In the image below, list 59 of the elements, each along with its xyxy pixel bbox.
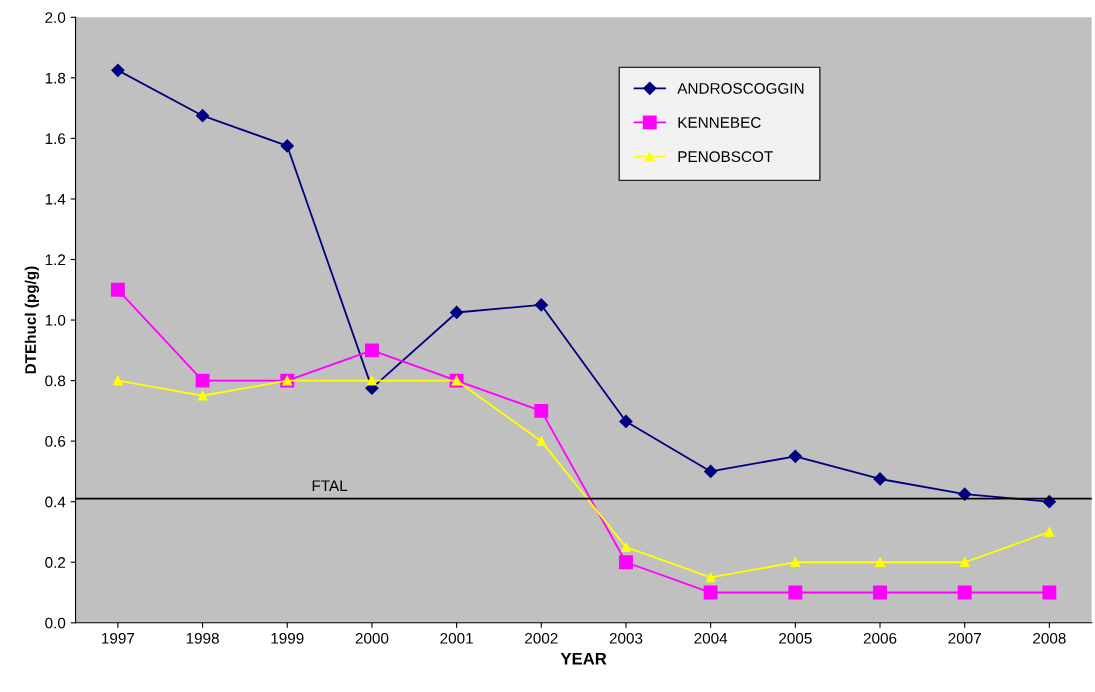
y-axis-title: DTEhucl (pg/g) — [24, 266, 40, 374]
point — [621, 542, 631, 552]
y-tick-label: 1.2 — [45, 254, 66, 266]
point — [534, 298, 548, 312]
x-tick-label: 2008 — [1033, 632, 1066, 644]
point — [110, 282, 125, 297]
y-tick-label: 0.2 — [45, 557, 66, 568]
x-tick-label: 2001 — [440, 632, 473, 644]
point — [790, 557, 801, 568]
legend-label: ANDROSCOGGIN — [677, 83, 804, 94]
point — [450, 305, 464, 320]
legend-label: PENOBSCOT — [678, 151, 773, 163]
x-tick-label: 1997 — [102, 632, 135, 644]
x-tick-label: 2006 — [863, 632, 897, 644]
point — [534, 403, 549, 418]
point — [367, 375, 377, 386]
y-tick-label: 0.0 — [45, 617, 66, 629]
y-tick-label: 1.0 — [45, 314, 66, 326]
point — [536, 436, 547, 447]
point — [788, 449, 802, 463]
point — [619, 555, 633, 570]
point — [1044, 527, 1055, 537]
x-tick-label: 2005 — [779, 632, 812, 644]
x-tick-label: 2002 — [525, 632, 558, 644]
point — [873, 585, 887, 600]
point — [111, 63, 125, 77]
point — [703, 585, 718, 600]
y-tick-label: 0.6 — [45, 436, 66, 447]
point — [197, 390, 208, 401]
y-tick-label: 1.8 — [45, 72, 66, 84]
x-tick-label: 1999 — [271, 632, 304, 644]
x-tick-label: 2000 — [355, 632, 389, 644]
x-tick-label: 2004 — [694, 632, 728, 644]
point — [875, 557, 885, 568]
y-tick-label: 0.8 — [45, 375, 66, 387]
point — [788, 585, 803, 600]
ref-line-label: FTAL — [312, 480, 348, 491]
y-tick-label: 1.6 — [45, 133, 66, 145]
point — [195, 373, 210, 388]
point — [704, 464, 718, 479]
x-tick-label: 2003 — [609, 632, 643, 644]
point — [958, 487, 972, 501]
point — [959, 557, 970, 568]
point — [705, 572, 716, 583]
point — [364, 343, 379, 358]
y-tick-label: 0.4 — [45, 496, 66, 508]
point — [873, 472, 887, 486]
point — [1042, 585, 1057, 600]
point — [957, 585, 972, 600]
y-tick-label: 1.4 — [45, 193, 66, 205]
point — [280, 139, 294, 153]
y-tick-label: 2.0 — [45, 12, 66, 23]
x-tick-label: 2007 — [948, 632, 981, 644]
point — [113, 375, 123, 386]
legend-label: KENNEBEC — [678, 117, 761, 128]
x-tick-label: 1998 — [186, 632, 219, 644]
point — [619, 414, 633, 429]
x-axis-title: YEAR — [560, 652, 607, 665]
point — [195, 109, 210, 123]
